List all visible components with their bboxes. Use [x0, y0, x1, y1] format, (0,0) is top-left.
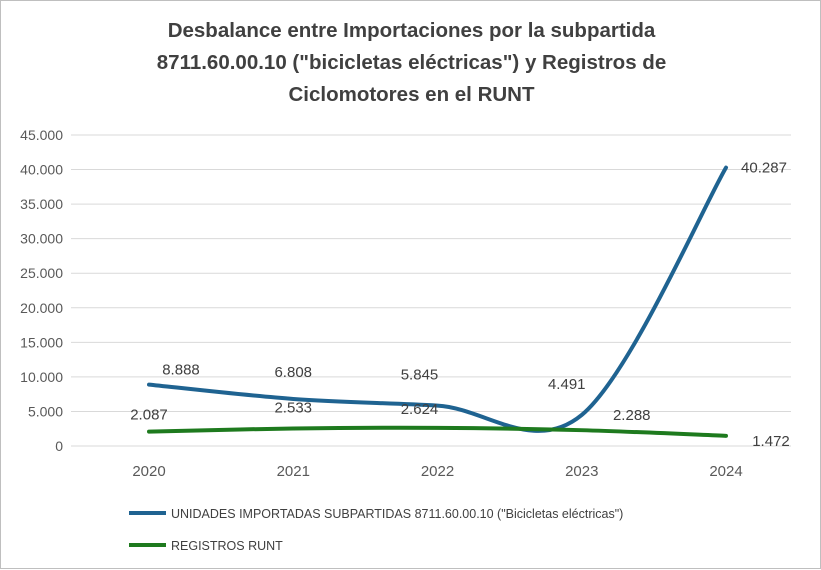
data-label: 40.287	[741, 160, 787, 177]
data-label: 2.087	[130, 407, 168, 424]
y-tick-label: 20.000	[20, 300, 63, 316]
data-label: 4.491	[548, 376, 586, 393]
data-label: 6.808	[274, 364, 312, 381]
legend-label: REGISTROS RUNT	[171, 539, 283, 553]
y-tick-label: 10.000	[20, 369, 63, 385]
chart-title: Desbalance entre Importaciones por la su…	[1, 15, 821, 111]
data-label: 5.845	[401, 367, 439, 384]
y-tick-label: 5.000	[28, 403, 63, 419]
y-tick-label: 35.000	[20, 196, 63, 212]
x-tick-label: 2021	[277, 463, 310, 480]
y-tick-label: 0	[55, 438, 63, 454]
y-tick-label: 25.000	[20, 265, 63, 281]
title-line: 8711.60.00.10 ("bicicletas eléctricas") …	[156, 51, 667, 74]
y-tick-label: 15.000	[20, 334, 63, 350]
y-tick-label: 30.000	[20, 231, 63, 247]
y-tick-label: 45.000	[20, 127, 63, 143]
x-tick-label: 2024	[709, 463, 742, 480]
x-tick-label: 2022	[421, 463, 454, 480]
y-tick-label: 40.000	[20, 162, 63, 178]
data-label: 2.533	[274, 399, 312, 416]
series-line-runt	[147, 425, 728, 438]
title-line: Ciclomotores en el RUNT	[288, 83, 535, 106]
data-label: 8.888	[162, 362, 200, 379]
series-line-imports	[147, 165, 728, 433]
x-tick-label: 2020	[132, 463, 165, 480]
data-label: 1.472	[752, 433, 790, 450]
x-tick-label: 2023	[565, 463, 598, 480]
data-label: 2.288	[613, 407, 651, 424]
data-label: 2.624	[401, 401, 439, 418]
title-line: Desbalance entre Importaciones por la su…	[167, 19, 656, 42]
legend-label: UNIDADES IMPORTADAS SUBPARTIDAS 8711.60.…	[171, 507, 623, 521]
